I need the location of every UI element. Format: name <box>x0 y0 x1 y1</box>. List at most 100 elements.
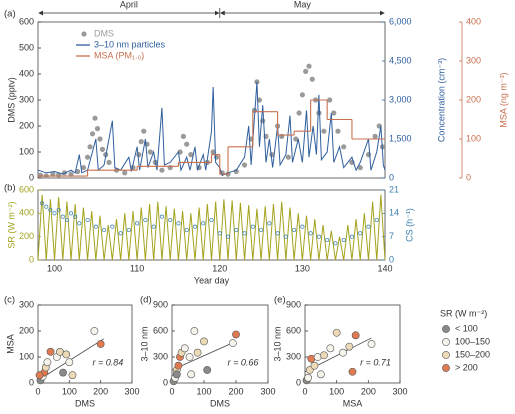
axis-title: MSA <box>343 398 363 408</box>
y-tick-label: 900 <box>286 299 301 309</box>
data-point <box>333 241 338 246</box>
data-point <box>48 207 53 213</box>
data-point <box>217 231 222 236</box>
axis-title: 3–10 nm <box>139 326 149 361</box>
y-tick-label: 7 <box>389 231 394 241</box>
y-tick-label: 300 <box>466 55 481 65</box>
plot-frame <box>304 304 401 384</box>
y-tick-label: 0 <box>466 172 471 182</box>
data-point <box>52 211 57 216</box>
x-tick-label: 300 <box>124 386 139 396</box>
data-point <box>299 92 305 98</box>
correlation-label: r = 0.66 <box>228 357 259 367</box>
data-point <box>310 361 319 370</box>
data-point <box>56 207 61 213</box>
data-point <box>335 128 341 134</box>
y-tick-label: 300 <box>286 351 301 361</box>
data-point <box>35 371 44 380</box>
data-point <box>374 217 379 223</box>
x-tick-label: 200 <box>228 386 243 396</box>
y-tick-label: 600 <box>19 184 34 194</box>
correlation-label: r = 0.71 <box>360 357 391 367</box>
data-point <box>225 234 231 239</box>
x-tick-label: 200 <box>93 386 108 396</box>
y-tick-label: 100 <box>19 351 34 361</box>
data-point <box>110 224 115 229</box>
panel-label: (c) <box>4 295 15 306</box>
data-point <box>80 165 87 171</box>
data-point <box>366 224 371 229</box>
data-point <box>367 340 376 348</box>
data-point <box>59 368 67 377</box>
legend-swatch <box>442 338 450 346</box>
data-point <box>210 149 216 155</box>
data-point <box>68 171 74 177</box>
y-tick-label: 400 <box>19 208 34 218</box>
y-tick-label: 600 <box>286 325 301 335</box>
data-point <box>351 331 360 340</box>
data-point <box>267 221 272 226</box>
data-point <box>65 358 74 367</box>
data-point <box>122 170 128 176</box>
data-point <box>180 133 187 139</box>
y-tick-label: 200 <box>19 325 34 335</box>
data-point <box>372 133 378 139</box>
data-point <box>172 370 181 379</box>
axis-title: DMS <box>210 398 230 408</box>
plot-frame <box>171 304 269 384</box>
axis-title: 3–10 nm <box>272 326 282 361</box>
data-point <box>326 344 335 353</box>
data-point <box>102 227 107 233</box>
data-point <box>44 204 49 209</box>
data-point <box>174 361 183 370</box>
data-point <box>332 328 341 337</box>
data-point <box>345 342 354 351</box>
data-point <box>259 227 264 233</box>
data-point <box>99 146 106 152</box>
data-point <box>159 167 165 173</box>
data-point <box>43 358 52 367</box>
data-point <box>234 227 239 233</box>
data-point <box>293 136 299 142</box>
data-point <box>97 136 103 142</box>
data-point <box>296 110 302 116</box>
data-point <box>64 217 69 223</box>
data-point <box>292 227 297 233</box>
data-point <box>106 159 112 165</box>
legend-label: 100–150 <box>455 336 490 346</box>
x-tick-label: 0 <box>35 386 40 396</box>
data-point <box>303 68 309 74</box>
y-tick-label: 6,000 <box>389 16 412 26</box>
panel-label: (d) <box>140 295 152 306</box>
data-point <box>250 224 255 229</box>
axis-title: Year day <box>194 275 230 285</box>
x-tick-label: 120 <box>212 263 227 273</box>
y-tick-label: 400 <box>466 16 481 26</box>
axis-title: CS (h⁻¹) <box>404 208 414 242</box>
x-tick-label: 130 <box>295 263 310 273</box>
data-point <box>143 217 148 223</box>
data-point <box>309 76 315 82</box>
data-point <box>193 348 202 357</box>
data-point <box>304 373 313 382</box>
data-point <box>85 217 90 223</box>
correlation-label: r = 0.84 <box>93 357 124 367</box>
data-point <box>242 231 247 236</box>
data-point <box>308 231 313 236</box>
data-point <box>203 366 212 374</box>
data-point <box>94 126 101 132</box>
y-tick-label: 300 <box>19 94 34 104</box>
data-point <box>50 171 56 177</box>
y-tick-label: 500 <box>19 42 34 52</box>
y-tick-label: 0 <box>163 377 168 387</box>
y-tick-label: 3,000 <box>389 94 412 104</box>
y-tick-label: 900 <box>153 299 168 309</box>
data-point <box>209 217 214 223</box>
data-point <box>188 152 194 158</box>
y-tick-label: 200 <box>19 231 34 241</box>
data-point <box>93 224 98 229</box>
y-tick-label: 200 <box>19 120 34 130</box>
data-point <box>327 97 333 103</box>
data-point <box>136 152 142 158</box>
legend-swatch <box>442 351 450 359</box>
